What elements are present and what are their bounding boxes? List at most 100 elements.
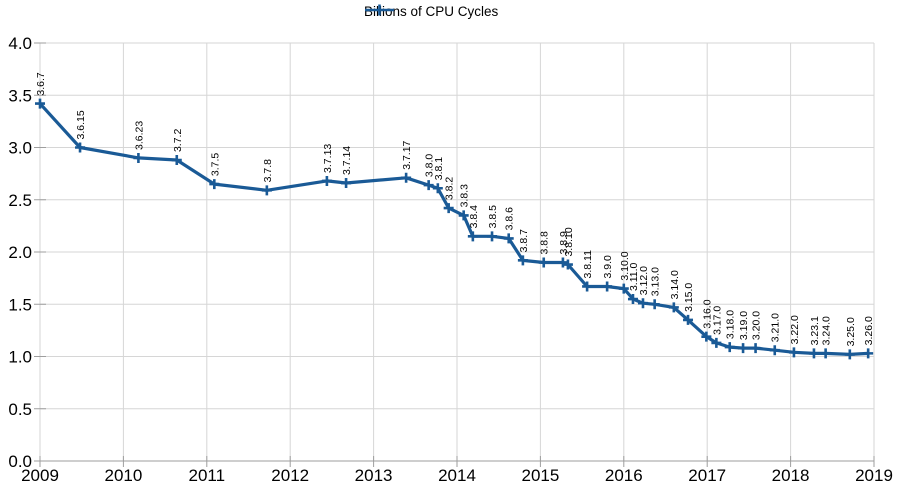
- data-point-marker: [562, 259, 573, 270]
- data-point-marker: [582, 281, 593, 292]
- data-point-label: 3.20.0: [751, 311, 763, 340]
- data-point-marker: [432, 183, 443, 194]
- data-point-marker: [618, 283, 629, 294]
- data-point-marker: [75, 142, 86, 153]
- x-axis-tick-label: 2013: [355, 466, 393, 485]
- data-point-marker: [341, 178, 352, 189]
- data-point-label: 3.8.11: [582, 250, 594, 279]
- data-point-label: 3.10.0: [619, 251, 631, 280]
- data-point-marker: [467, 231, 478, 242]
- y-axis-tick-label: 4.0: [8, 34, 32, 53]
- data-point-marker: [517, 255, 528, 266]
- data-point-marker: [458, 210, 469, 221]
- data-point-marker: [808, 348, 819, 359]
- y-axis-tick-label: 3.5: [8, 86, 32, 105]
- legend-label: Billions of CPU Cycles: [364, 4, 499, 19]
- data-point-label: 3.13.0: [650, 267, 662, 296]
- data-point-marker: [321, 175, 332, 186]
- data-point-label: 3.15.0: [683, 283, 695, 312]
- data-point-marker: [443, 203, 454, 214]
- data-point-label: 3.7.13: [322, 144, 334, 173]
- data-point-marker: [711, 337, 722, 348]
- data-point-label: 3.24.0: [821, 316, 833, 345]
- x-axis-tick-label: 2017: [688, 466, 726, 485]
- data-point-marker: [538, 257, 549, 268]
- data-point-label: 3.8.8: [539, 231, 551, 255]
- data-point-label: 3.11.0: [628, 262, 640, 291]
- data-point-label: 3.6.15: [75, 110, 87, 139]
- data-point-label: 3.21.0: [770, 313, 782, 342]
- data-point-label: 3.26.0: [863, 316, 875, 345]
- data-point-marker: [649, 299, 660, 310]
- data-point-label: 3.7.2: [172, 129, 184, 153]
- data-point-label: 3.7.8: [262, 159, 274, 183]
- data-point-marker: [820, 348, 831, 359]
- y-axis-tick-label: 1.0: [8, 348, 32, 367]
- data-point-marker: [261, 185, 272, 196]
- x-axis-tick-label: 2014: [438, 466, 476, 485]
- data-point-marker: [769, 345, 780, 356]
- data-point-marker: [171, 155, 182, 166]
- data-point-label: 3.8.2: [444, 177, 456, 201]
- data-point-marker: [423, 180, 434, 191]
- data-point-label: 3.25.0: [845, 317, 857, 346]
- data-point-marker: [503, 233, 514, 244]
- y-axis-tick-label: 2.0: [8, 243, 32, 262]
- x-axis-tick-label: 2010: [104, 466, 142, 485]
- data-point-marker: [557, 257, 568, 268]
- legend: Billions of CPU Cycles: [364, 3, 498, 21]
- data-point-marker: [668, 302, 679, 313]
- data-point-label: 3.22.0: [789, 315, 801, 344]
- data-point-label: 3.8.4: [468, 205, 480, 229]
- data-point-label: 3.9.0: [602, 255, 614, 279]
- data-point-label: 3.7.5: [209, 153, 221, 177]
- y-axis-tick-label: 0.5: [8, 400, 32, 419]
- x-axis-tick-label: 2015: [521, 466, 559, 485]
- x-axis-tick-label: 2009: [21, 466, 59, 485]
- data-point-marker: [844, 349, 855, 360]
- data-point-label: 3.8.0: [424, 154, 436, 178]
- data-point-marker: [637, 298, 648, 309]
- data-point-marker: [683, 314, 694, 325]
- data-point-label: 3.16.0: [701, 299, 713, 328]
- x-axis-tick-label: 2019: [855, 466, 893, 485]
- data-point-marker: [750, 343, 761, 354]
- data-point-marker: [209, 179, 220, 190]
- data-point-label: 3.8.3: [459, 184, 471, 208]
- x-axis-tick-label: 2016: [605, 466, 643, 485]
- y-axis-tick-label: 0.0: [8, 452, 32, 471]
- x-axis-tick-label: 2018: [772, 466, 810, 485]
- data-point-label: 3.8.9: [558, 231, 570, 255]
- data-point-marker: [133, 152, 144, 163]
- data-point-marker: [627, 294, 638, 305]
- data-point-marker: [724, 342, 735, 353]
- data-point-label: 3.8.7: [518, 229, 530, 253]
- data-point-marker: [602, 281, 613, 292]
- legend-line-plus-icon: [365, 4, 394, 16]
- data-point-marker: [401, 172, 412, 183]
- y-axis-tick-label: 1.5: [8, 295, 32, 314]
- data-point-marker: [788, 347, 799, 358]
- data-point-marker: [35, 98, 45, 109]
- data-point-marker: [701, 331, 712, 342]
- data-point-label: 3.7.14: [341, 146, 353, 175]
- data-point-label: 3.12.0: [638, 266, 650, 295]
- data-point-label: 3.8.6: [504, 207, 516, 231]
- y-axis-tick-label: 2.5: [8, 191, 32, 210]
- data-point-label: 3.8.10: [563, 227, 575, 256]
- data-point-label: 3.8.5: [487, 205, 499, 229]
- data-point-marker: [738, 343, 749, 354]
- data-point-label: 3.7.17: [401, 140, 413, 169]
- data-point-label: 3.14.0: [669, 270, 681, 299]
- data-point-label: 3.6.23: [133, 121, 145, 150]
- x-axis-tick-label: 2012: [271, 466, 309, 485]
- data-point-label: 3.8.1: [433, 157, 445, 181]
- x-axis-tick-label: 2011: [189, 466, 226, 485]
- y-axis-tick-label: 3.0: [8, 139, 32, 158]
- data-point-marker: [487, 231, 498, 242]
- data-point-label: 3.18.0: [725, 310, 737, 339]
- data-point-label: 3.19.0: [738, 311, 750, 340]
- data-point-marker: [863, 348, 874, 359]
